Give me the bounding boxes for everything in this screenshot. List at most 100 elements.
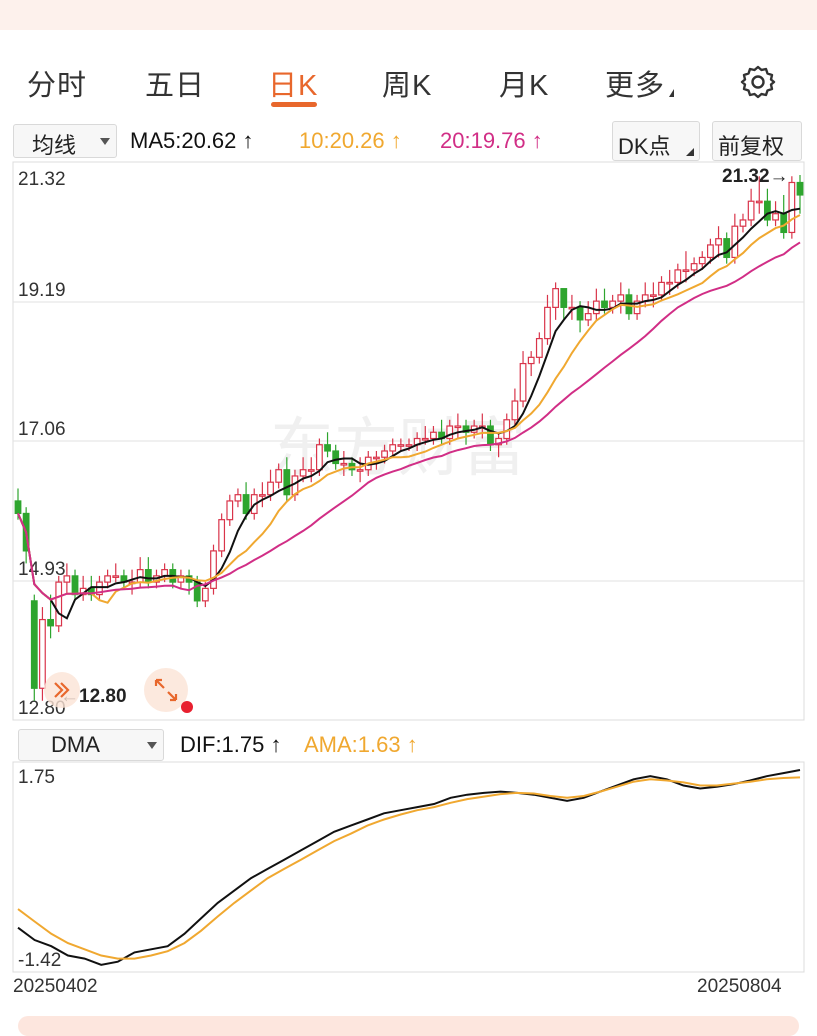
candle-body — [332, 450, 340, 465]
expand-icon — [154, 678, 178, 702]
candle-body — [275, 469, 283, 483]
candle-body — [576, 306, 584, 321]
candle-body — [397, 444, 405, 447]
candle-body — [136, 569, 144, 583]
tab-more[interactable]: 更多 — [605, 62, 675, 104]
candle-body — [454, 425, 462, 429]
double-chevron-left-icon — [54, 682, 70, 698]
tab-week-k[interactable]: 周K — [382, 70, 433, 102]
end-date-label: 20250804 — [697, 976, 782, 997]
candle-body — [47, 618, 54, 627]
candle-body — [39, 618, 46, 689]
corner-arrow-icon — [686, 148, 694, 156]
ma20-value: 20:19.76 ↑ — [440, 128, 543, 153]
dif-text: DIF:1.75 — [180, 732, 265, 757]
candle-body — [682, 269, 690, 273]
adjust-button[interactable]: 前复权 — [712, 121, 802, 161]
dif-value: DIF:1.75 ↑ — [180, 732, 282, 757]
candle-body — [210, 550, 217, 589]
low-annotation-value: 12.80 — [79, 686, 127, 707]
candle-body — [706, 244, 714, 259]
price-axis-label: 14.93 — [18, 559, 66, 580]
dma-axis-label: 1.75 — [18, 767, 55, 788]
candle-body — [772, 213, 779, 221]
ma5-line — [17, 207, 801, 620]
candle-body — [658, 281, 665, 296]
adjust-label: 前复权 — [718, 134, 785, 159]
candle-body — [177, 575, 185, 583]
watermark: 东方财富 — [270, 412, 526, 484]
tab-minute[interactable]: 分时 — [27, 70, 88, 102]
dma-lines-group — [17, 769, 801, 966]
gear-icon[interactable] — [740, 64, 776, 100]
ma5-text: MA5:20.62 — [130, 128, 237, 153]
candle-body — [674, 269, 682, 283]
candle-body — [14, 500, 22, 515]
candle-body — [389, 444, 397, 452]
candle-body — [340, 462, 348, 466]
candle-body — [527, 356, 535, 365]
candle-body — [796, 181, 804, 196]
candle-body — [267, 481, 274, 496]
tab-five-day[interactable]: 五日 — [145, 70, 206, 102]
candle-body — [104, 575, 112, 583]
tab-more-label: 更多 — [605, 70, 666, 102]
candle-body — [649, 294, 657, 297]
tab-month-k[interactable]: 月K — [499, 70, 550, 102]
candle-body — [544, 306, 551, 340]
candle-body — [519, 362, 527, 402]
candle-body — [666, 281, 674, 285]
candle-body — [535, 337, 543, 358]
fullscreen-button[interactable] — [144, 668, 188, 712]
bottom-banner — [18, 1016, 799, 1036]
high-annotation: 21.32→ — [722, 166, 789, 187]
candle-body — [560, 288, 568, 308]
candle-body — [71, 575, 79, 596]
candle-body — [144, 569, 152, 583]
candle-body — [723, 238, 731, 259]
dk-point-button[interactable]: DK点 — [612, 121, 700, 161]
candle-body — [30, 600, 38, 689]
ama-value: AMA:1.63 ↑ — [304, 732, 418, 757]
candle-body — [356, 469, 364, 472]
start-date-label: 20250402 — [13, 976, 98, 997]
candle-body — [226, 500, 234, 521]
candle-body — [283, 469, 291, 496]
candle-body — [592, 300, 600, 315]
indicator-select[interactable]: DMA — [18, 729, 164, 761]
ma-select[interactable]: 均线 — [13, 124, 117, 158]
ma-select-label: 均线 — [32, 133, 77, 158]
candle-body — [421, 437, 429, 441]
candle-body — [63, 575, 71, 583]
candle-body — [511, 400, 519, 421]
ma10-text: 10:20.26 — [299, 128, 385, 153]
tab-day-k[interactable]: 日K — [268, 70, 319, 102]
dk-point-label: DK点 — [618, 134, 671, 159]
ma20-line — [17, 241, 801, 601]
candle-body — [373, 456, 380, 460]
candle-body — [55, 581, 63, 627]
ama-line — [17, 776, 801, 960]
price-axis-label: 17.06 — [18, 419, 66, 440]
candle-body — [112, 575, 120, 578]
ma-lines-group — [17, 207, 801, 620]
indicator-select-label: DMA — [51, 732, 100, 757]
price-axis-label: 21.32 — [18, 169, 66, 190]
candle-body — [715, 238, 722, 246]
candle-body — [552, 288, 560, 308]
candle-body — [258, 494, 266, 497]
candle-body — [381, 450, 388, 458]
price-axis-label: 19.19 — [18, 280, 66, 301]
candle-body — [788, 181, 796, 234]
candle-body — [234, 494, 242, 502]
low-annotation: ←12.80 — [60, 686, 127, 707]
dif-line — [17, 769, 801, 966]
candle-body — [690, 263, 698, 271]
active-tab-underline — [271, 102, 317, 107]
chevron-down-icon — [147, 742, 157, 749]
candle-body — [446, 425, 454, 440]
ama-text: AMA:1.63 — [304, 732, 401, 757]
notification-dot — [181, 701, 193, 713]
candle-body — [307, 469, 315, 472]
